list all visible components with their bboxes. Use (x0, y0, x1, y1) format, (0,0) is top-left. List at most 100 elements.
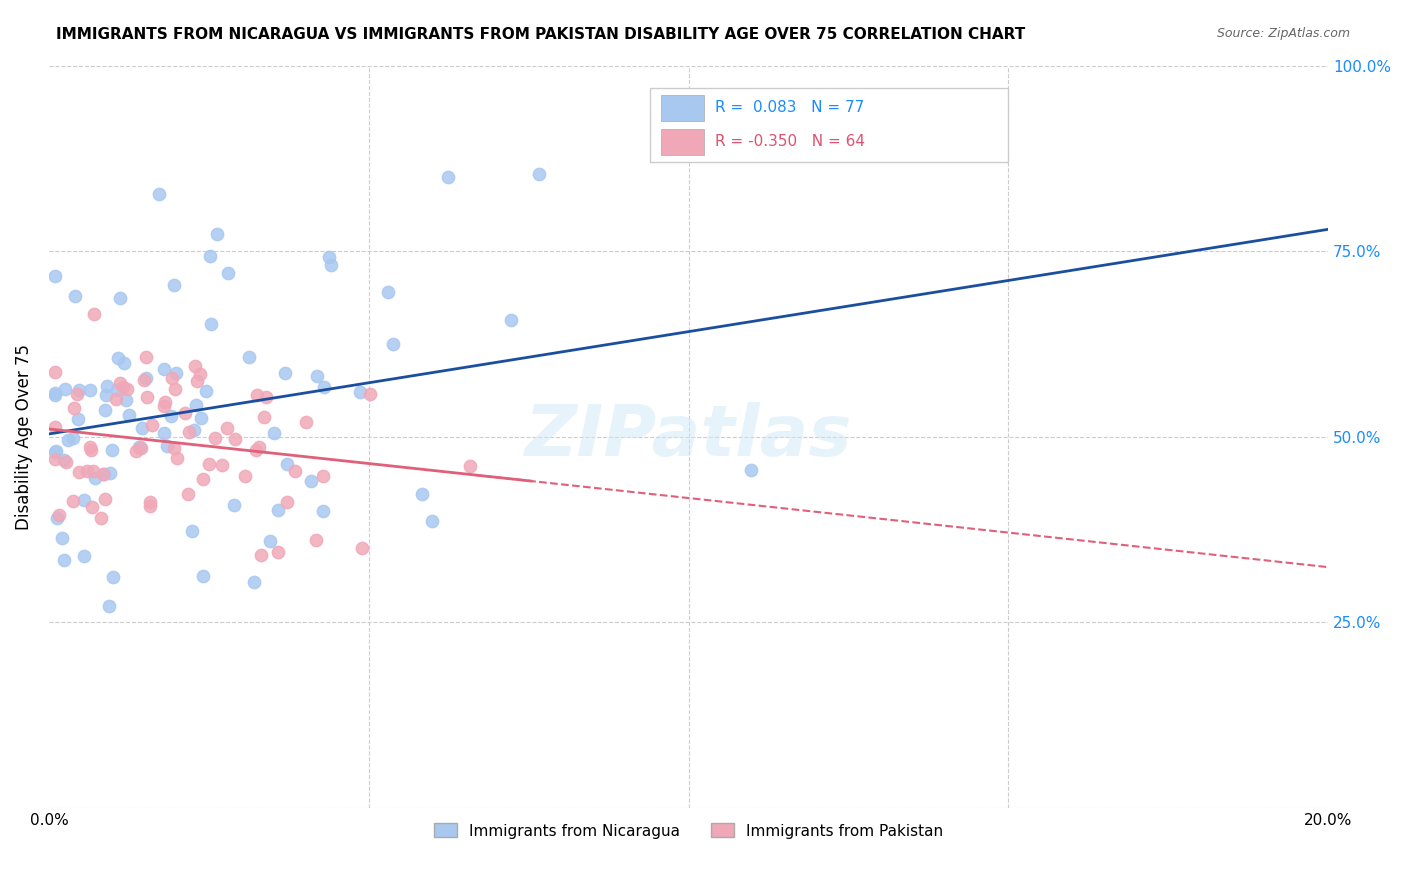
Point (276, 495, 298, 509)
Point (80, 442, 103, 457)
Point (44, 365, 66, 379)
Point (222, 498, 245, 512)
Point (359, 387, 381, 401)
Point (319, 258, 342, 272)
Point (152, 400, 174, 414)
Point (217, 421, 239, 435)
Point (96, 388, 118, 402)
Point (254, 390, 277, 404)
Point (58, 433, 80, 447)
Point (44, 420, 66, 434)
Point (299, 474, 322, 488)
Point (411, 487, 433, 501)
Point (125, 444, 148, 458)
Point (190, 410, 212, 425)
Point (108, 291, 131, 305)
Point (284, 464, 307, 478)
Point (94, 402, 117, 417)
Point (350, 541, 373, 555)
Point (83, 307, 105, 321)
Point (238, 350, 260, 364)
Point (153, 394, 176, 409)
Point (66, 412, 89, 426)
Point (184, 359, 207, 373)
Point (53, 453, 76, 467)
Point (91, 467, 114, 481)
Point (82, 464, 104, 478)
Point (107, 351, 129, 365)
Point (73, 492, 96, 507)
Point (98, 599, 121, 613)
Point (267, 545, 290, 559)
Point (250, 548, 273, 562)
Text: Source: ZipAtlas.com: Source: ZipAtlas.com (1216, 27, 1350, 40)
Point (53, 382, 76, 396)
Point (420, 514, 443, 528)
Point (112, 356, 135, 370)
Point (191, 568, 214, 582)
Point (266, 502, 288, 516)
Y-axis label: Disability Age Over 75: Disability Age Over 75 (15, 343, 32, 530)
Point (179, 425, 201, 440)
Point (79, 440, 101, 454)
Point (160, 371, 183, 385)
Point (62, 493, 84, 508)
Point (62, 401, 84, 415)
Point (55, 455, 77, 469)
Point (115, 392, 138, 407)
Point (101, 569, 124, 583)
Point (44, 388, 66, 402)
Point (211, 458, 233, 472)
Point (349, 384, 371, 399)
Point (111, 380, 134, 394)
Point (188, 367, 211, 381)
Text: IMMIGRANTS FROM NICARAGUA VS IMMIGRANTS FROM PAKISTAN DISABILITY AGE OVER 75 COR: IMMIGRANTS FROM NICARAGUA VS IMMIGRANTS … (56, 27, 1025, 42)
Text: ZIPatlas: ZIPatlas (524, 402, 852, 471)
Point (259, 534, 281, 549)
Point (204, 431, 226, 445)
Point (198, 458, 221, 472)
Point (62, 431, 84, 445)
Point (156, 439, 179, 453)
Point (437, 169, 460, 184)
Point (129, 441, 152, 455)
Point (135, 371, 157, 385)
Legend: Immigrants from Nicaragua, Immigrants from Pakistan: Immigrants from Nicaragua, Immigrants fr… (427, 817, 949, 845)
Point (263, 425, 285, 440)
Point (84, 471, 107, 485)
Point (138, 499, 160, 513)
Point (93, 467, 115, 482)
Point (200, 318, 222, 332)
Point (45, 443, 67, 458)
Point (152, 425, 174, 440)
Point (176, 487, 198, 501)
Point (165, 382, 187, 396)
Point (318, 250, 340, 264)
Point (153, 361, 176, 376)
Point (160, 409, 183, 423)
Point (141, 417, 163, 432)
Point (45, 510, 67, 524)
Point (105, 384, 128, 398)
Point (312, 469, 335, 483)
Point (499, 313, 522, 327)
Point (377, 285, 399, 299)
Point (740, 463, 762, 477)
Point (66, 387, 89, 401)
Point (163, 278, 186, 293)
Point (104, 392, 127, 406)
Point (253, 410, 276, 425)
Point (163, 442, 186, 456)
Point (198, 249, 221, 263)
Point (48, 508, 70, 522)
Point (139, 495, 162, 509)
Point (44, 268, 66, 283)
Point (276, 457, 298, 471)
Point (245, 442, 267, 457)
Point (314, 380, 336, 394)
Point (148, 186, 170, 201)
Point (295, 415, 318, 429)
Point (67, 383, 90, 397)
Point (76, 464, 98, 478)
Point (191, 472, 214, 486)
